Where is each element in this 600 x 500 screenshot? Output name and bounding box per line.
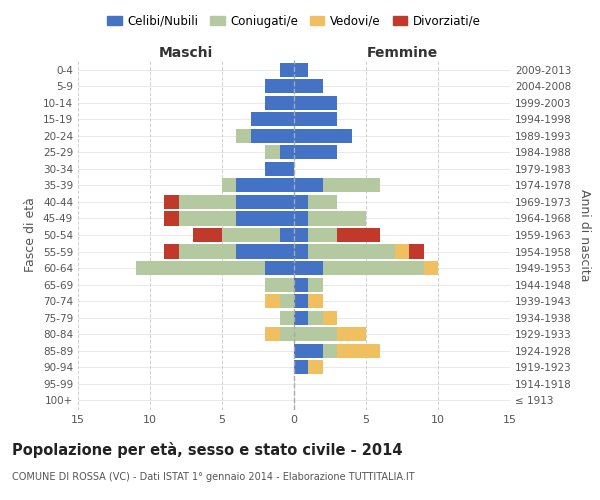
Bar [179, 212, 236, 226]
Bar [323, 178, 380, 192]
Y-axis label: Fasce di età: Fasce di età [25, 198, 37, 272]
Bar [179, 244, 236, 258]
Bar [294, 261, 323, 275]
Bar [179, 195, 236, 209]
Bar [294, 278, 308, 291]
Bar [265, 162, 294, 176]
Bar [294, 310, 308, 324]
Bar [294, 344, 323, 357]
Bar [294, 327, 337, 341]
Bar [265, 261, 294, 275]
Bar [136, 261, 265, 275]
Bar [308, 360, 323, 374]
Bar [308, 244, 395, 258]
Bar [294, 228, 308, 242]
Text: COMUNE DI ROSSA (VC) - Dati ISTAT 1° gennaio 2014 - Elaborazione TUTTITALIA.IT: COMUNE DI ROSSA (VC) - Dati ISTAT 1° gen… [12, 472, 415, 482]
Bar [294, 244, 308, 258]
Bar [280, 228, 294, 242]
Text: Femmine: Femmine [367, 46, 437, 60]
Text: Maschi: Maschi [159, 46, 213, 60]
Bar [308, 228, 337, 242]
Bar [280, 294, 294, 308]
Bar [265, 278, 294, 291]
Bar [265, 294, 280, 308]
Bar [265, 327, 280, 341]
Bar [236, 195, 294, 209]
Bar [294, 294, 308, 308]
Bar [222, 228, 280, 242]
Bar [337, 327, 366, 341]
Bar [294, 112, 337, 126]
Bar [308, 278, 323, 291]
Bar [294, 178, 323, 192]
Bar [280, 146, 294, 160]
Bar [236, 178, 294, 192]
Bar [294, 360, 308, 374]
Bar [236, 212, 294, 226]
Bar [424, 261, 438, 275]
Bar [193, 228, 222, 242]
Y-axis label: Anni di nascita: Anni di nascita [578, 188, 591, 281]
Bar [164, 244, 179, 258]
Bar [164, 195, 179, 209]
Bar [337, 228, 380, 242]
Bar [308, 294, 323, 308]
Legend: Celibi/Nubili, Coniugati/e, Vedovi/e, Divorziati/e: Celibi/Nubili, Coniugati/e, Vedovi/e, Di… [103, 10, 485, 32]
Bar [294, 63, 308, 77]
Bar [280, 310, 294, 324]
Bar [236, 244, 294, 258]
Bar [294, 212, 308, 226]
Bar [280, 327, 294, 341]
Bar [323, 344, 337, 357]
Bar [308, 195, 337, 209]
Bar [323, 310, 337, 324]
Bar [294, 80, 323, 94]
Bar [323, 261, 424, 275]
Bar [265, 80, 294, 94]
Bar [294, 96, 337, 110]
Bar [308, 212, 366, 226]
Bar [409, 244, 424, 258]
Bar [308, 310, 323, 324]
Bar [294, 195, 308, 209]
Bar [280, 63, 294, 77]
Bar [265, 96, 294, 110]
Bar [222, 178, 236, 192]
Bar [337, 344, 380, 357]
Bar [251, 129, 294, 143]
Bar [294, 129, 352, 143]
Bar [294, 146, 337, 160]
Text: Popolazione per età, sesso e stato civile - 2014: Popolazione per età, sesso e stato civil… [12, 442, 403, 458]
Bar [236, 129, 251, 143]
Bar [164, 212, 179, 226]
Bar [265, 146, 280, 160]
Bar [251, 112, 294, 126]
Bar [395, 244, 409, 258]
